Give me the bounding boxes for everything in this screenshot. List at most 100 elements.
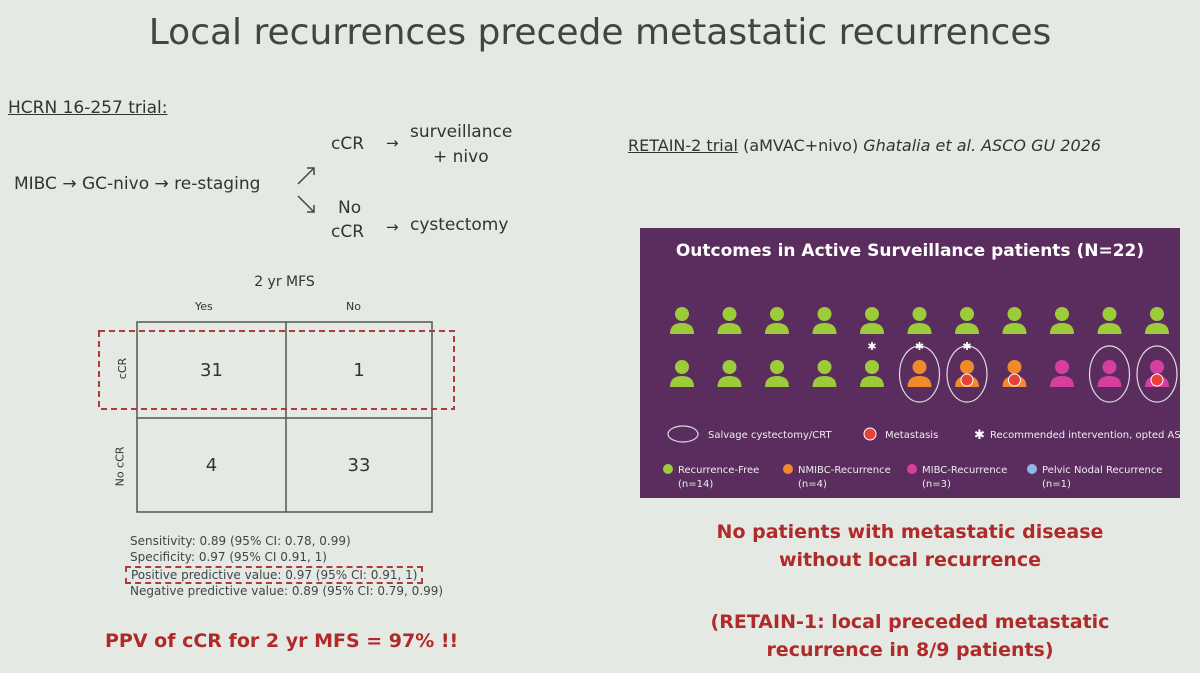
stat-line: Positive predictive value: 0.97 (95% CI:… [125,566,424,584]
legend-text: Recurrence-Free [678,465,759,476]
person-head [817,360,832,374]
legend-text: NMIBC-Recurrence [798,465,891,476]
salvage-ring [898,345,941,403]
table-cell: 33 [347,454,371,476]
person-head [960,307,974,321]
salvage-ring [1088,345,1131,403]
person-head [865,307,879,321]
person-body [907,376,932,387]
person-body [1050,376,1074,387]
person-body [907,323,932,334]
person-head [675,307,689,321]
person-head [722,360,737,374]
person-head [1150,307,1164,321]
branch-label: cCR [331,222,365,242]
person-body [765,376,789,387]
salvage-ring [1136,345,1178,403]
person-head [1102,307,1117,321]
retain2-heading: RETAIN-2 trial (aMVAC+nivo) Ghatalia et … [628,136,1101,155]
trial-detail: (aMVAC+nivo) [743,136,859,155]
star: ✱ [867,340,876,353]
person-head [865,360,879,374]
stat-line: Negative predictive value: 0.89 (95% CI:… [130,584,444,598]
legend-text: Pelvic Nodal Recurrence [1042,465,1162,476]
person-head [912,307,927,321]
legend-dot [663,464,673,474]
legend-dot [783,464,793,474]
branch-label: No [338,198,362,218]
person-body [860,323,884,334]
legend-text: (n=1) [1042,479,1071,490]
person-body [860,376,884,387]
legend-ellipse [667,425,699,443]
row-header: No cCR [113,446,127,487]
table-cell: 1 [353,359,365,381]
line: (RETAIN-1: local preceded metastatic [710,611,1110,633]
legend-text: (n=3) [922,479,951,490]
citation: Ghatalia et al. ASCO GU 2026 [863,136,1101,155]
person-body [1002,323,1027,334]
row-header: cCR [116,357,130,380]
person-body [1145,323,1169,334]
star: ✱ [962,340,971,353]
metastasis-dot [1008,373,1021,387]
person-head [770,307,784,321]
branch-arrow: → [386,134,399,152]
legend-dot [1027,464,1037,474]
person-head [722,307,737,321]
person-body [717,376,742,387]
trial-name: HCRN 16-257 trial: [8,98,168,118]
person-head [675,360,689,374]
column-header: Yes [195,300,213,313]
legend-text: (n=14) [678,479,713,490]
branch-outcome: cystectomy [410,215,509,235]
person-head [817,307,832,321]
line: recurrence in 8/9 patients) [766,639,1054,661]
person-body [717,323,742,334]
person-head [912,360,927,374]
person-body [1097,323,1122,334]
retain1-note: (RETAIN-1: local preceded metastatic recu… [640,608,1180,664]
person-head [1102,360,1117,374]
person-body [1097,376,1122,387]
person-head [1007,307,1022,321]
legend-dot [907,464,917,474]
person-body [670,323,694,334]
panel-title: Outcomes in Active Surveillance patients… [676,241,1144,261]
column-header: No [346,300,361,313]
person-head [1055,307,1069,321]
legend-text: Metastasis [885,430,938,441]
slide-title: Local recurrences precede metastatic rec… [148,12,1052,53]
legend-text: MIBC-Recurrence [922,465,1007,476]
person-body [812,323,837,334]
table-grid [98,321,455,513]
trial-name: RETAIN-2 trial [628,136,738,155]
table-title: 2 yr MFS [254,274,315,290]
person-head [960,360,974,374]
line: No patients with metastatic disease [716,521,1104,543]
branch-arrow: → [386,218,399,236]
person-head [1150,360,1164,374]
outcomes-panel: Outcomes in Active Surveillance patients… [640,228,1180,498]
table-cell: 31 [200,359,223,381]
legend-text: Salvage cystectomy/CRT [708,430,832,441]
person-head [1055,360,1069,374]
flow-start: MIBC → GC-nivo → re-staging [14,174,261,194]
person-body [765,323,789,334]
flow-arrows [297,167,315,213]
person-body [812,376,837,387]
person-body [955,323,979,334]
person-body [670,376,694,387]
stat-line: Sensitivity: 0.89 (95% CI: 0.78, 0.99) [130,534,351,548]
legend-dot [863,427,877,441]
branch-outcome: surveillance [410,122,513,142]
line: without local recurrence [778,549,1042,571]
salvage-ring [946,345,988,403]
stat-line: Specificity: 0.97 (95% CI 0.91, 1) [130,550,327,564]
branch-outcome: + nivo [433,147,489,167]
person-body [1050,323,1074,334]
star: ✱ [915,340,924,353]
metastasis-dot [960,373,974,387]
person-head [770,360,784,374]
